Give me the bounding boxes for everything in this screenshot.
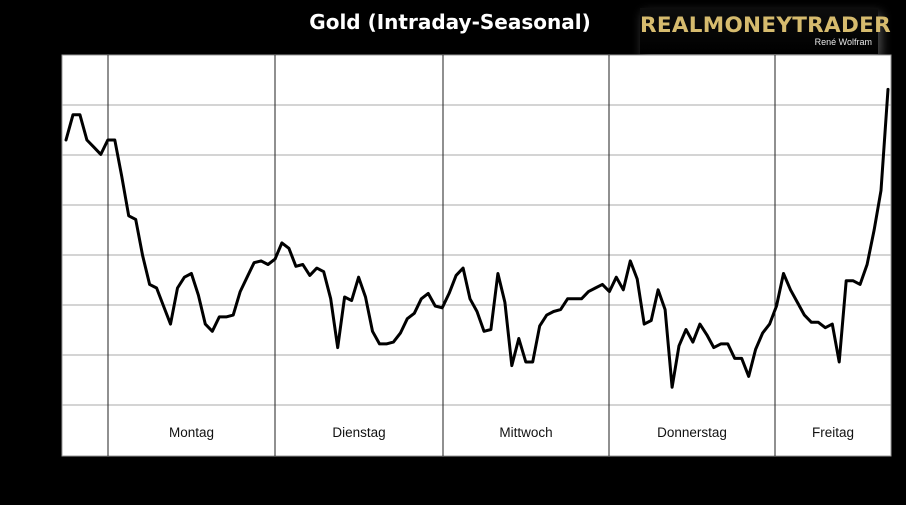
brand-logo: REALMONEYTRADER René Wolfram <box>640 8 891 54</box>
day-label-mittwoch: Mittwoch <box>499 425 552 440</box>
day-label-montag: Montag <box>169 425 214 440</box>
day-separators <box>107 55 776 456</box>
day-label-dienstag: Dienstag <box>332 425 385 440</box>
logo-author-text: René Wolfram <box>814 37 872 47</box>
day-label-donnerstag: Donnerstag <box>657 425 727 440</box>
day-label-freitag: Freitag <box>812 425 854 440</box>
chart-title: Gold (Intraday-Seasonal) <box>309 10 591 34</box>
gridlines <box>62 104 891 406</box>
logo-brand-text: REALMONEYTRADER <box>640 13 891 38</box>
series-line <box>64 87 890 389</box>
day-labels: Montag Dienstag Mittwoch Donnerstag Freitag <box>169 425 854 440</box>
